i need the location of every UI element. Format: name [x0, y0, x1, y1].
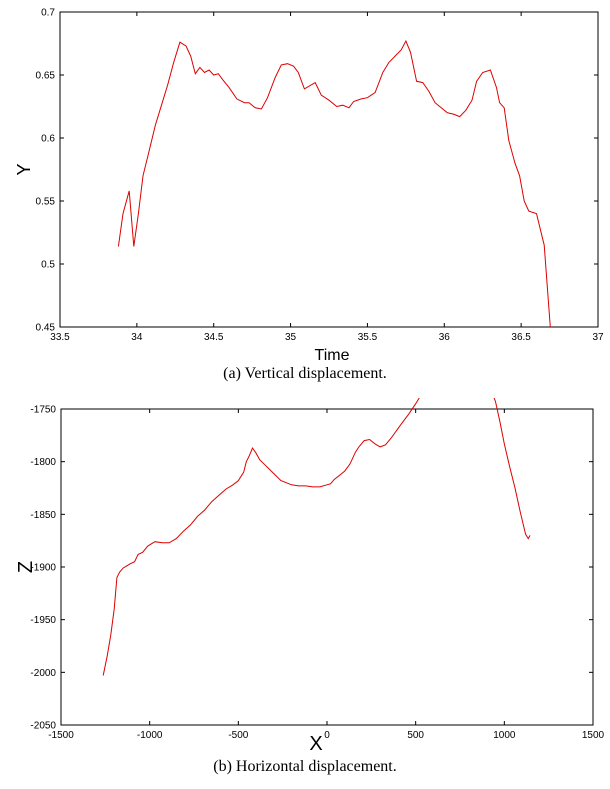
y-tick-label: -2050	[30, 721, 56, 732]
y-tick-label: 0.7	[41, 8, 55, 19]
x-tick-label: 1000	[493, 730, 516, 741]
x-tick-label: 0	[324, 730, 330, 741]
y-tick-label: 0.65	[36, 71, 56, 82]
y-tick-label: -1800	[30, 457, 56, 468]
x-tick-label: 34	[131, 332, 143, 343]
y-tick-label: -1750	[30, 405, 56, 416]
caption-a: (a) Vertical displacement.	[223, 365, 387, 382]
x-tick-label: 500	[407, 730, 424, 741]
y-tick-label: 0.55	[36, 197, 56, 208]
x-tick-label: 34.5	[204, 332, 224, 343]
x-tick-label: 36.5	[511, 332, 531, 343]
x-tick-label: 35	[285, 332, 297, 343]
y-axis-label: Z	[15, 561, 37, 573]
chart-vertical-displacement: 33.5 34 34.5 35 35.5 36 36.5 37 0.45 0.5 0.55 0.6 0.…	[14, 8, 604, 365]
plot-frame	[59, 11, 599, 328]
chart-horizontal-displacement: -1500 -1000 -500 0 500 1000 1500 -2050 -2000 -195…	[15, 398, 605, 753]
series-line	[102, 398, 531, 676]
x-tick-label: 1500	[582, 730, 605, 741]
y-tick-label: -1950	[30, 615, 56, 626]
y-tick-label: 0.5	[41, 260, 55, 271]
y-tick-label: -2000	[30, 668, 56, 679]
y-tick-label: 0.6	[41, 134, 55, 145]
x-axis-label: Time	[315, 347, 350, 364]
x-tick-label: 35.5	[358, 332, 378, 343]
x-tick-label: -500	[228, 730, 248, 741]
x-tick-label: 36	[439, 332, 451, 343]
series-line	[117, 39, 551, 328]
x-tick-label: -1000	[137, 730, 163, 741]
x-tick-label: 33.5	[50, 332, 70, 343]
y-tick-label: -1850	[30, 510, 56, 521]
y-tick-label: -1900	[30, 563, 56, 574]
y-axis-label: Y	[14, 163, 34, 175]
x-tick-label: 37	[592, 332, 604, 343]
y-tick-label: 0.45	[36, 323, 56, 334]
x-tick-label: -1500	[48, 730, 74, 741]
x-axis-label: X	[309, 733, 322, 753]
plot-frame	[60, 408, 594, 726]
caption-b: (b) Horizontal displacement.	[213, 758, 397, 775]
